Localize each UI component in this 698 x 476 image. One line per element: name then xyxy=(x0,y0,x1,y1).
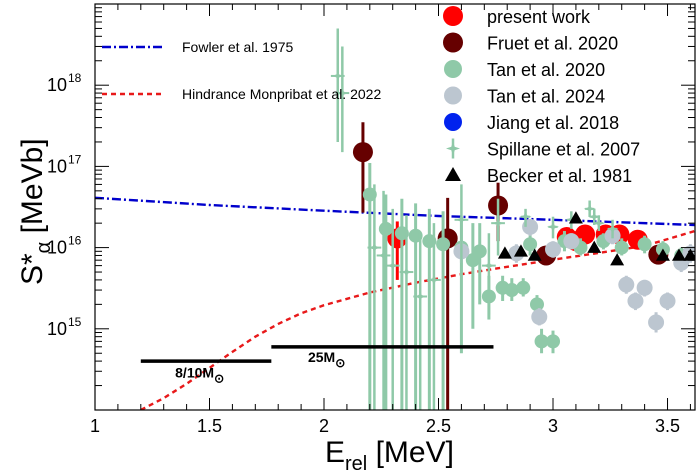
point-spillane-et-al-2007-9 xyxy=(482,259,495,272)
y-tick-exp-1: 16 xyxy=(68,234,82,248)
legend-marker-present-work xyxy=(443,6,463,26)
annotation-label-1: 25M⊙ xyxy=(308,349,345,370)
y-axis-label-unit: [MeVb] xyxy=(16,138,49,241)
legend-marker-jiang-et-al-2018 xyxy=(444,113,462,131)
plot-frame xyxy=(94,3,696,411)
legend-marker-becker-et-al-1981 xyxy=(445,167,461,181)
point-spillane-et-al-2007-3 xyxy=(377,249,390,262)
point-tan-et-al-2024-9 xyxy=(636,279,653,296)
point-spillane-et-al-2007-1 xyxy=(336,87,349,100)
point-fruet-et-al-2020-0 xyxy=(352,142,373,163)
y-tick-exp-0: 15 xyxy=(68,315,82,329)
y-tick-base-2: 10 xyxy=(47,156,67,176)
y-tick-base-1: 10 xyxy=(47,238,67,258)
plot-area-group xyxy=(95,28,695,410)
curve-fowler-et-al-1975 xyxy=(95,196,695,227)
point-spillane-et-al-2007-6 xyxy=(414,290,427,303)
legend-marker-fruet-et-al-2020 xyxy=(443,32,463,53)
point-spillane-et-al-2007-5 xyxy=(400,266,413,278)
y-tick-label-2: 10 xyxy=(47,156,67,176)
x-tick-label-5: 3.5 xyxy=(655,416,680,436)
annotation-label-0: 8/10M⊙ xyxy=(175,365,224,386)
point-tan-et-al-2020-14 xyxy=(529,297,544,312)
x-axis-label-main: E xyxy=(325,436,345,469)
x-tick-label-4: 3 xyxy=(548,416,558,436)
legend-label-hindrance-monpribat-et-al-2022: Hindrance Monpribat et al. 2022 xyxy=(182,86,381,102)
point-spillane-et-al-2007-17 xyxy=(606,222,619,235)
point-tan-et-al-2020-11 xyxy=(504,283,519,298)
point-tan-et-al-2020-13 xyxy=(523,237,538,252)
legend-label-fruet-et-al-2020: Fruet et al. 2020 xyxy=(487,34,618,54)
point-becker-et-al-1981-0 xyxy=(497,246,512,259)
point-tan-et-al-2024-7 xyxy=(618,276,635,293)
point-becker-et-al-1981-2 xyxy=(527,248,542,261)
y-axis-label: S*α [MeVb] xyxy=(16,138,55,285)
point-spillane-et-al-2007-12 xyxy=(547,220,559,233)
point-tan-et-al-2024-3 xyxy=(531,308,548,325)
y-tick-label-0: 10 xyxy=(47,319,67,339)
point-tan-et-al-2020-12 xyxy=(516,280,531,295)
x-axis-label: Erel [MeV] xyxy=(325,436,454,471)
legend-label-jiang-et-al-2018: Jiang et al. 2018 xyxy=(487,113,619,133)
legend-label-present-work: present work xyxy=(487,7,591,27)
point-becker-et-al-1981-7 xyxy=(671,248,686,261)
point-spillane-et-al-2007-14 xyxy=(583,202,596,215)
point-tan-et-al-2024-10 xyxy=(648,314,665,331)
point-becker-et-al-1981-4 xyxy=(587,240,602,253)
annotation-text-1: 25M xyxy=(308,349,335,365)
legend-label-becker-et-al-1981: Becker et al. 1981 xyxy=(487,166,632,186)
curve-hindrance-monpribat-et-al-2022 xyxy=(140,229,695,410)
point-spillane-et-al-2007-4 xyxy=(386,259,399,272)
point-becker-et-al-1981-6 xyxy=(655,248,670,261)
point-spillane-et-al-2007-0 xyxy=(331,69,344,82)
point-tan-et-al-2024-8 xyxy=(627,292,644,309)
point-spillane-et-al-2007-16 xyxy=(592,217,605,230)
y-axis-label-sub: α xyxy=(33,242,55,254)
x-tick-label-0: 1 xyxy=(90,416,100,436)
point-tan-et-al-2020-5 xyxy=(436,237,451,252)
y-tick-label-3: 10 xyxy=(47,75,67,95)
point-tan-et-al-2024-4 xyxy=(545,241,562,258)
legend-marker-tan-et-al-2024 xyxy=(444,86,462,105)
legend-label-tan-et-al-2024: Tan et al. 2024 xyxy=(487,87,605,107)
x-axis-label-unit: [MeV] xyxy=(367,436,454,469)
point-tan-et-al-2020-15 xyxy=(534,334,549,349)
y-axis-label-main: S* xyxy=(16,253,49,285)
y-tick-label-1: 10 xyxy=(47,238,67,258)
point-becker-et-al-1981-5 xyxy=(610,253,625,266)
annotation-symbol-0: ⊙ xyxy=(214,372,224,386)
x-tick-label-3: 2.5 xyxy=(426,416,451,436)
point-spillane-et-al-2007-15 xyxy=(588,210,601,223)
point-spillane-et-al-2007-11 xyxy=(519,210,532,223)
y-tick-exp-3: 18 xyxy=(68,71,82,85)
legend-label-spillane-et-al-2007: Spillane et al. 2007 xyxy=(487,140,640,160)
point-tan-et-al-2024-11 xyxy=(659,292,676,309)
point-becker-et-al-1981-1 xyxy=(513,244,528,257)
point-tan-et-al-2020-21 xyxy=(637,237,652,252)
x-tick-label-1: 1.5 xyxy=(197,416,222,436)
point-tan-et-al-2020-8 xyxy=(472,244,487,259)
point-spillane-et-al-2007-2 xyxy=(368,241,381,254)
point-spillane-et-al-2007-10 xyxy=(492,217,505,230)
x-tick-label-2: 2 xyxy=(319,416,329,436)
point-tan-et-al-2020-16 xyxy=(546,334,561,349)
legend-label-tan-et-al-2020: Tan et al. 2020 xyxy=(487,60,605,80)
point-tan-et-al-2024-5 xyxy=(563,233,580,250)
legend-marker-tan-et-al-2020 xyxy=(444,60,462,78)
legend-label-fowler-et-al-1975: Fowler et al. 1975 xyxy=(182,39,293,55)
point-becker-et-al-1981-3 xyxy=(568,211,583,224)
point-spillane-et-al-2007-8 xyxy=(455,213,468,226)
annotation-symbol-1: ⊙ xyxy=(335,356,345,370)
point-tan-et-al-2020-1 xyxy=(378,221,393,236)
annotation-text-0: 8/10M xyxy=(175,365,214,381)
y-tick-base-0: 10 xyxy=(47,319,67,339)
point-tan-et-al-2020-20 xyxy=(614,240,629,255)
x-axis-label-sub: rel xyxy=(345,453,367,471)
y-tick-base-3: 10 xyxy=(47,75,67,95)
y-tick-exp-2: 17 xyxy=(68,152,82,166)
point-spillane-et-al-2007-7 xyxy=(427,273,440,286)
